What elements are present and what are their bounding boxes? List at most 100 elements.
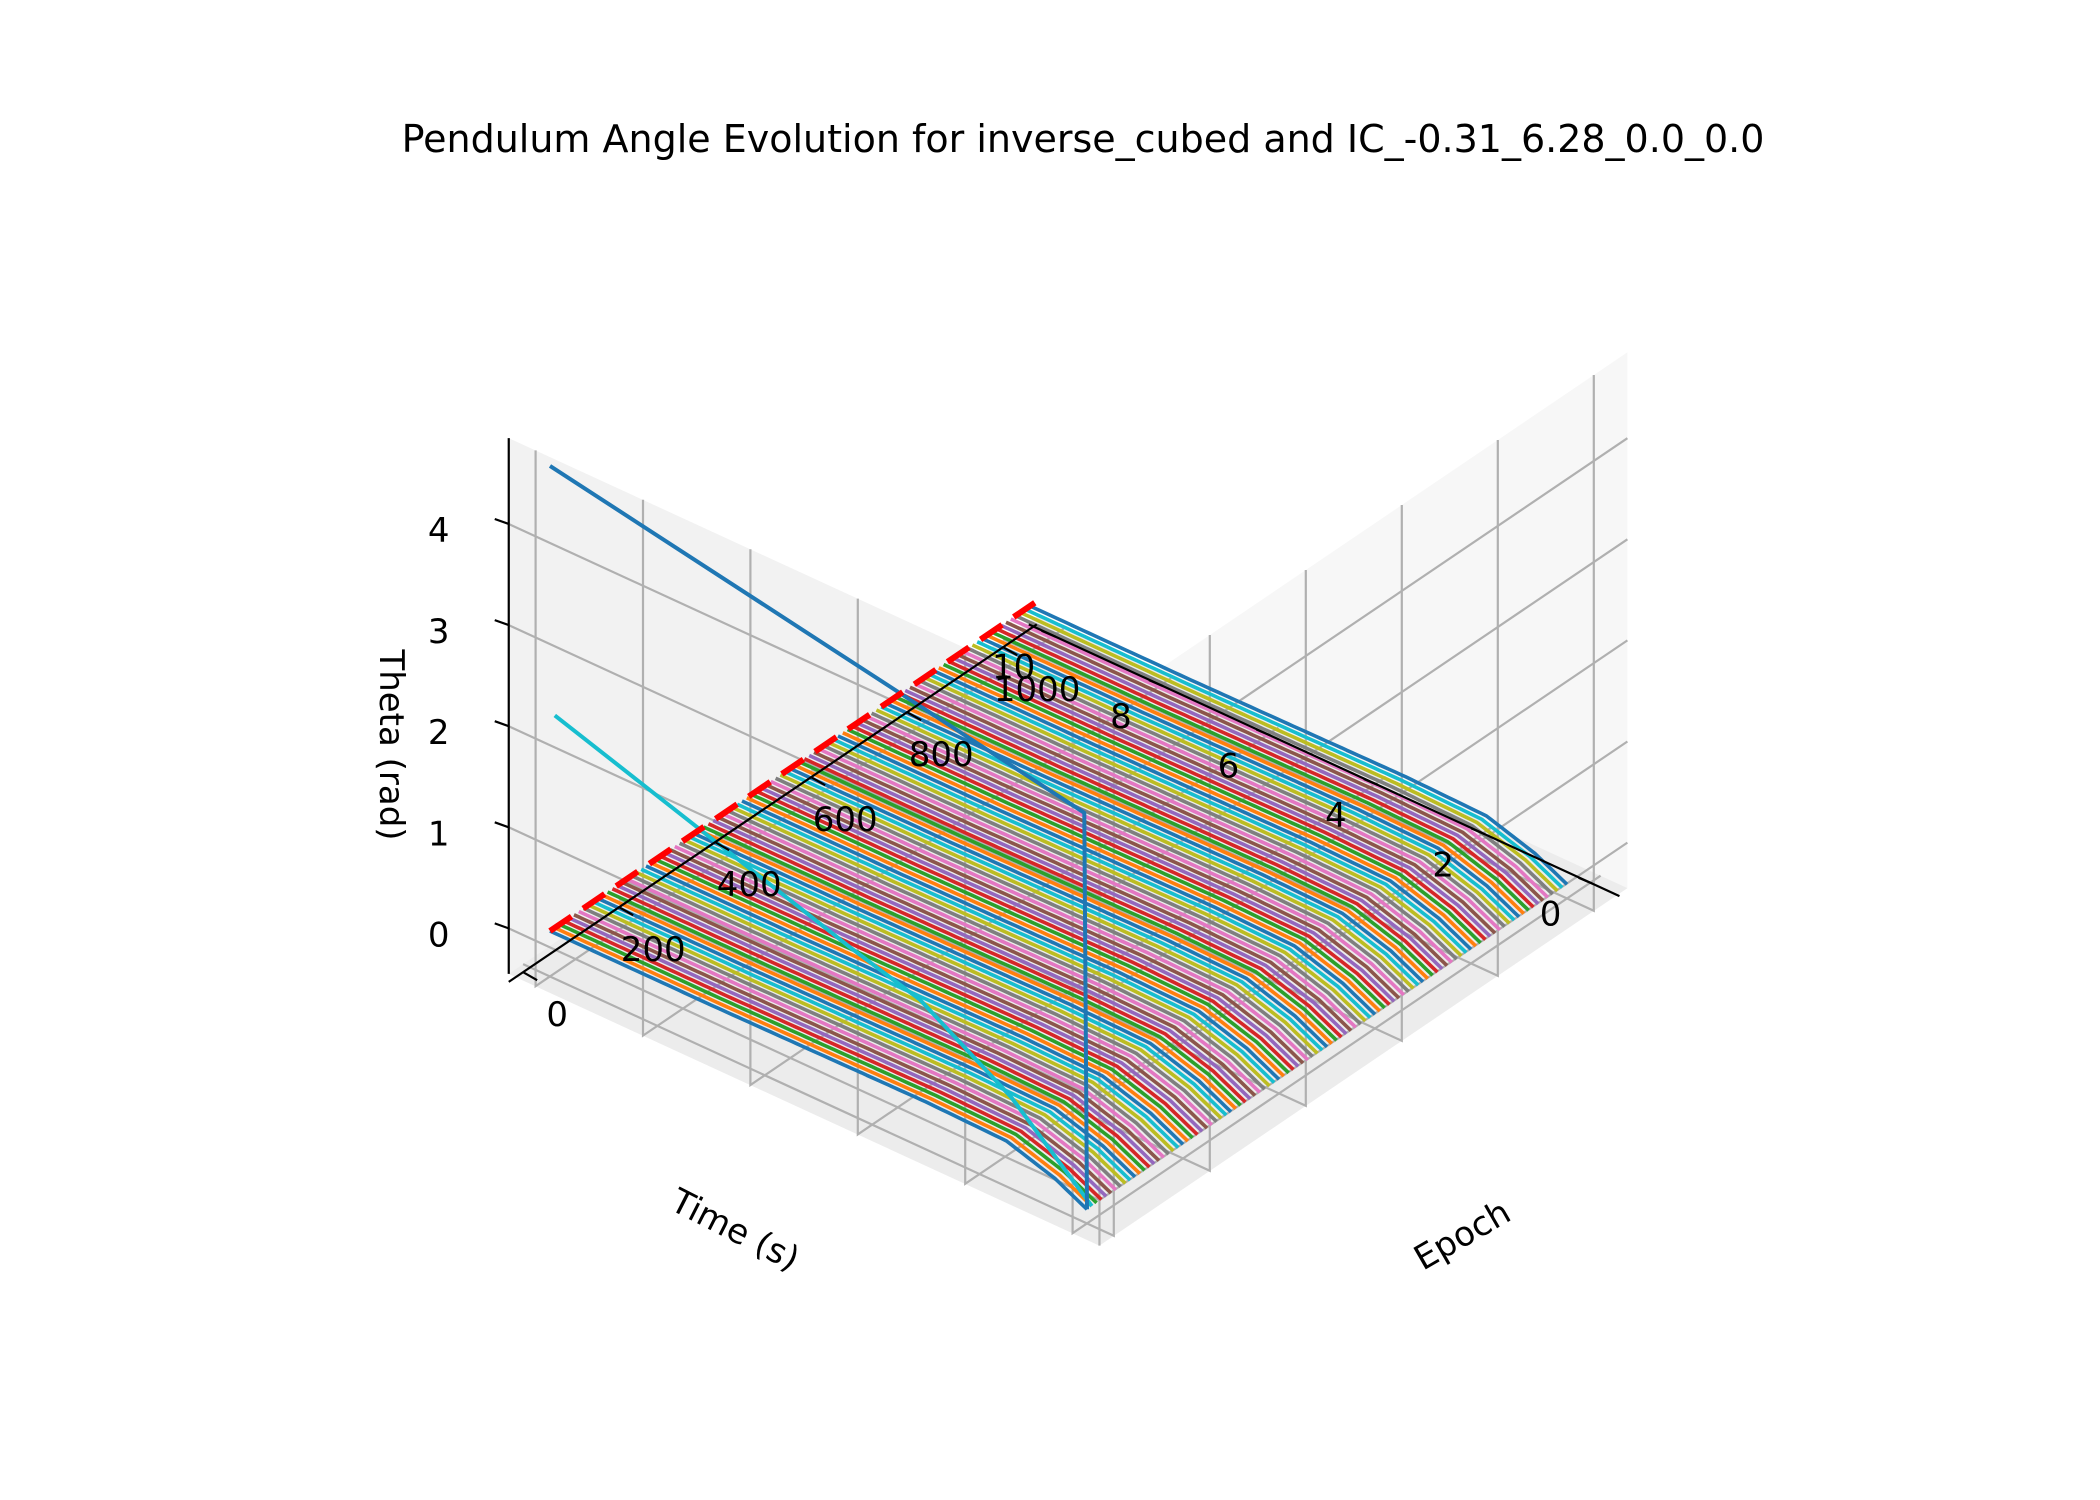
series-line-epoch	[995, 627, 1535, 909]
series-line-epoch	[592, 900, 1132, 1182]
series-line-epoch	[990, 630, 1530, 912]
grid-line-x	[810, 505, 1403, 1043]
series-line-epoch	[789, 766, 1329, 1049]
y-tick-label: 8	[1110, 697, 1132, 737]
series-line-epoch	[1000, 623, 1540, 906]
series-line-epoch	[630, 874, 1170, 1156]
z-tick-mark	[494, 517, 510, 526]
y-axis-label: Time (s)	[663, 1181, 805, 1280]
series-line-epoch	[971, 643, 1511, 925]
series-line-epoch	[870, 711, 1410, 993]
chart-title: Pendulum Angle Evolution for inverse_cub…	[402, 117, 1765, 161]
series-line-epoch	[582, 906, 1122, 1188]
series-line-epoch	[909, 685, 1449, 967]
series-line-epoch	[765, 783, 1305, 1065]
y-tick-mark	[1041, 629, 1057, 638]
series-line-epoch	[904, 688, 1444, 971]
x-axis-line	[508, 623, 1038, 983]
y-tick-label: 4	[1325, 796, 1347, 836]
series-line-epoch	[688, 835, 1228, 1117]
series-line-epoch	[712, 818, 1252, 1101]
series-line-epoch	[674, 844, 1214, 1127]
series-line-epoch	[976, 640, 1516, 922]
y-tick-label: 10	[992, 648, 1035, 688]
z-axis-label: Theta (rad)	[371, 648, 411, 840]
series-line-epoch	[717, 815, 1257, 1097]
series-line-epoch	[818, 747, 1358, 1029]
series-line-epoch	[654, 857, 1194, 1140]
series-line-epoch	[966, 646, 1506, 928]
series-line-epoch	[741, 799, 1281, 1081]
z-tick-mark	[494, 922, 510, 930]
y-tick-mark	[1363, 777, 1379, 786]
series-line-epoch	[645, 864, 1185, 1146]
x-tick-mark	[714, 841, 730, 852]
series-line-epoch	[837, 734, 1377, 1016]
y-tick-mark	[1470, 827, 1486, 836]
axis-lines	[507, 438, 1620, 983]
series-line-epoch	[683, 838, 1223, 1120]
x-tick-mark	[1002, 646, 1018, 657]
series-line-epoch	[770, 779, 1310, 1062]
series-line-epoch	[1010, 617, 1550, 899]
series-line-epoch	[650, 861, 1190, 1143]
series-line-epoch	[1029, 604, 1569, 886]
series-line-epoch	[626, 877, 1166, 1159]
series-line-epoch	[942, 662, 1482, 945]
reference-dashed-line	[548, 600, 1037, 934]
series-line-epoch	[1024, 607, 1564, 889]
series-line-epoch	[938, 666, 1478, 948]
series-line-epoch	[794, 763, 1334, 1045]
series-line-epoch	[875, 708, 1415, 990]
series-line-epoch	[606, 890, 1146, 1172]
series-line-epoch	[554, 926, 1094, 1208]
series-line-epoch	[568, 916, 1108, 1198]
grid-line-x	[906, 440, 1499, 978]
z-tick-mark	[494, 619, 510, 627]
series-line-epoch	[693, 831, 1233, 1114]
series-line-epoch	[611, 887, 1151, 1169]
series-line-epoch	[928, 672, 1468, 954]
series-line-epoch	[707, 822, 1247, 1104]
series-line-epoch	[947, 659, 1487, 941]
series-line-epoch	[798, 760, 1338, 1042]
tick-labels: 0 200 400 600 800 1000 0 2 4 6 8 10 0 1 2 3 4	[428, 511, 1594, 1035]
series-line-epoch	[885, 701, 1425, 984]
series-line-epoch	[866, 714, 1406, 997]
series-line-epoch	[698, 828, 1238, 1110]
x-tick-label: 800	[909, 735, 974, 775]
series-line-epoch	[621, 880, 1161, 1162]
series-line-epoch	[1005, 620, 1545, 902]
series-line-epoch	[962, 649, 1502, 932]
series-line-epoch	[957, 653, 1497, 935]
x-tick-mark	[618, 906, 634, 917]
series-line-epoch	[1019, 610, 1559, 893]
series-line-epoch	[861, 718, 1401, 1000]
y-tick-label: 0	[1540, 895, 1562, 935]
series-line-epoch	[669, 848, 1209, 1130]
series-line-epoch	[726, 809, 1266, 1091]
series-line-epoch	[952, 656, 1492, 938]
series-line-epoch	[851, 724, 1391, 1006]
z-tick-label: 0	[428, 915, 450, 955]
series-line-epoch	[856, 721, 1396, 1003]
z-tick-label: 4	[428, 511, 450, 551]
series-line-epoch	[779, 773, 1319, 1055]
grid-line-x	[1002, 375, 1595, 913]
series-line-epoch	[736, 802, 1276, 1084]
series-line-epoch	[813, 750, 1353, 1032]
series-line-epoch	[822, 744, 1362, 1026]
series-line-epoch	[899, 692, 1439, 974]
z-tick-label: 3	[428, 612, 450, 652]
series-line-epoch	[664, 851, 1204, 1133]
series-line-epoch	[808, 753, 1348, 1036]
series-line-epoch	[587, 903, 1127, 1185]
series-line-epoch	[981, 636, 1521, 919]
x-tick-mark	[810, 776, 826, 787]
series-line-epoch	[597, 896, 1137, 1179]
series-line-epoch	[563, 919, 1103, 1201]
series-line-epoch	[750, 792, 1290, 1075]
series-line-epoch	[702, 825, 1242, 1107]
x-tick-label: 1000	[994, 670, 1081, 710]
